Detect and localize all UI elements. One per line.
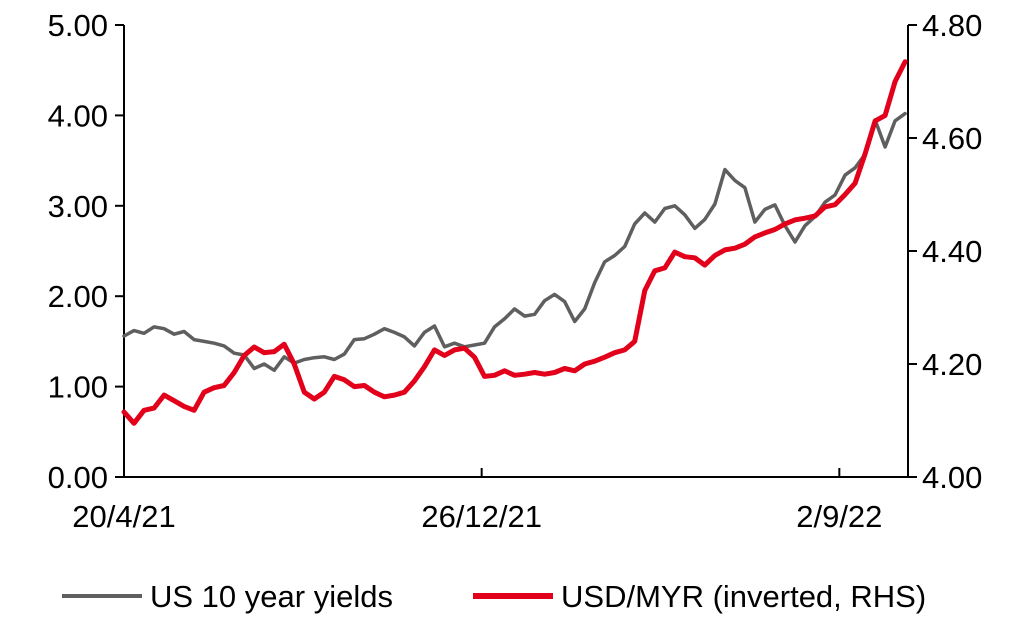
y-axis-left-ticks: 0.00 1.00 2.00 3.00 4.00 5.00 bbox=[48, 8, 124, 495]
legend-label-usdmyr: USD/MYR (inverted, RHS) bbox=[561, 579, 926, 614]
y-left-tick-label: 4.00 bbox=[48, 98, 108, 133]
y-right-tick-label: 4.80 bbox=[922, 8, 982, 43]
x-tick-label: 20/4/21 bbox=[72, 499, 175, 534]
y-left-tick-label: 2.00 bbox=[48, 279, 108, 314]
x-tick-label: 2/9/22 bbox=[796, 499, 882, 534]
x-axis-ticks: 20/4/21 26/12/21 2/9/22 bbox=[72, 468, 882, 534]
series-layer bbox=[121, 59, 908, 426]
y-right-tick-label: 4.60 bbox=[922, 121, 982, 156]
x-tick-label: 26/12/21 bbox=[421, 499, 542, 534]
legend-item-us-10y: US 10 year yields bbox=[62, 579, 393, 614]
y-right-tick-label: 4.20 bbox=[922, 347, 982, 382]
y-left-tick-label: 3.00 bbox=[48, 189, 108, 224]
y-left-tick-label: 5.00 bbox=[48, 8, 108, 43]
y-left-tick-label: 1.00 bbox=[48, 370, 108, 405]
legend-label-us-10y: US 10 year yields bbox=[150, 579, 393, 614]
y-right-tick-label: 4.40 bbox=[922, 234, 982, 269]
y-left-tick-label: 0.00 bbox=[48, 460, 108, 495]
y-right-tick-label: 4.00 bbox=[922, 460, 982, 495]
legend: US 10 year yields USD/MYR (inverted, RHS… bbox=[62, 579, 926, 614]
legend-item-usdmyr: USD/MYR (inverted, RHS) bbox=[473, 579, 926, 614]
plot-area: 0.00 1.00 2.00 3.00 4.00 5.00 4.00 4.20 4.40 4.6… bbox=[48, 8, 983, 534]
series-line-us-10y bbox=[122, 111, 907, 373]
series-line-usdmyr bbox=[121, 59, 908, 426]
y-axis-right-ticks: 4.00 4.20 4.40 4.60 4.80 bbox=[908, 8, 982, 495]
